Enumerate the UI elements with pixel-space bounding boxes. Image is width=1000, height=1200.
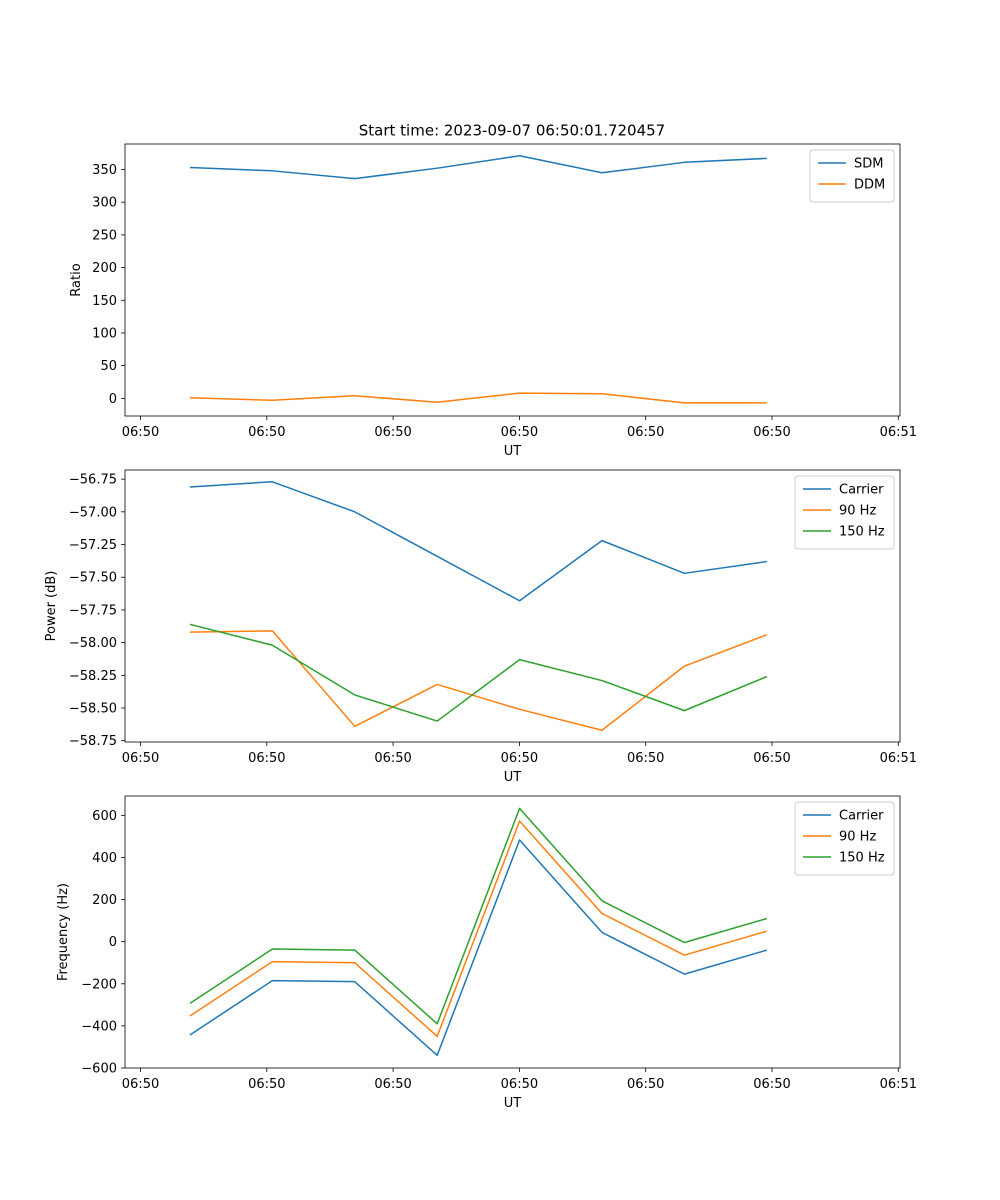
y-tick-label: −57.50 <box>69 571 117 586</box>
figure-title: Start time: 2023-09-07 06:50:01.720457 <box>359 122 665 140</box>
x-tick-label: 06:50 <box>627 425 664 440</box>
x-tick-label: 06:50 <box>248 425 285 440</box>
x-tick-label: 06:50 <box>753 425 790 440</box>
x-axis-label: UT <box>504 444 522 459</box>
y-tick-label: 200 <box>92 261 117 276</box>
x-tick-label: 06:51 <box>880 1077 917 1092</box>
x-tick-label: 06:50 <box>627 1077 664 1092</box>
legend-label: 150 Hz <box>839 525 885 540</box>
y-tick-label: 50 <box>100 359 117 374</box>
x-tick-label: 06:50 <box>501 751 538 766</box>
x-tick-label: 06:51 <box>880 751 917 766</box>
x-tick-label: 06:50 <box>122 1077 159 1092</box>
x-axis-label: UT <box>504 770 522 785</box>
y-tick-label: 250 <box>92 228 117 243</box>
y-tick-label: −57.00 <box>69 505 117 520</box>
x-tick-label: 06:50 <box>248 751 285 766</box>
series-line-carrier <box>189 481 767 602</box>
series-line-90-hz <box>189 820 768 1038</box>
y-tick-label: −400 <box>81 1019 117 1034</box>
y-tick-label: −600 <box>81 1062 117 1077</box>
x-axis-label: UT <box>504 1096 522 1111</box>
legend-label: 150 Hz <box>839 851 885 866</box>
y-tick-label: −57.75 <box>69 603 117 618</box>
legend: SDM DDM <box>809 149 895 203</box>
x-tick-label: 06:50 <box>122 751 159 766</box>
y-axis-label: Frequency (Hz) <box>56 883 71 981</box>
x-tick-label: 06:50 <box>753 1077 790 1092</box>
x-tick-label: 06:50 <box>501 1077 538 1092</box>
y-tick-label: 150 <box>92 294 117 309</box>
x-tick-label: 06:50 <box>374 425 411 440</box>
y-tick-label: 100 <box>92 326 117 341</box>
y-tick-label: 400 <box>92 851 117 866</box>
legend: Carrier 90 Hz 150 Hz <box>794 801 895 876</box>
subplot-3: 06:50 06:50 06:50 06:50 06:50 06:50 06:51 −600 −… <box>56 795 917 1111</box>
y-tick-label: 0 <box>109 392 117 407</box>
series-line-ddm <box>189 392 767 404</box>
y-tick-label: −58.00 <box>69 636 117 651</box>
series-line-150-hz <box>189 807 768 1025</box>
legend: Carrier 90 Hz 150 Hz <box>794 475 895 550</box>
x-tick-label: 06:50 <box>753 751 790 766</box>
legend-label: Carrier <box>839 483 884 498</box>
axes-frame <box>124 143 901 417</box>
x-tick-label: 06:50 <box>374 1077 411 1092</box>
x-tick-label: 06:50 <box>627 751 664 766</box>
plots: 06:50 06:50 06:50 06:50 06:50 06:50 06:51 0 50 10… <box>44 143 917 1111</box>
legend-label: SDM <box>854 157 883 172</box>
series-line-sdm <box>189 155 767 180</box>
series-line-90-hz <box>189 630 768 731</box>
y-tick-label: 200 <box>92 893 117 908</box>
x-tick-label: 06:50 <box>248 1077 285 1092</box>
legend-label: DDM <box>854 178 885 193</box>
axes-frame <box>124 795 901 1069</box>
y-tick-label: −56.75 <box>69 473 117 488</box>
subplot-1: 06:50 06:50 06:50 06:50 06:50 06:50 06:51 0 50 10… <box>69 143 917 459</box>
y-axis-label: Power (dB) <box>44 571 59 642</box>
y-tick-label: −58.25 <box>69 669 117 684</box>
x-tick-label: 06:50 <box>501 425 538 440</box>
y-tick-label: −58.75 <box>69 734 117 749</box>
legend-label: Carrier <box>839 809 884 824</box>
x-tick-label: 06:50 <box>374 751 411 766</box>
y-axis-label: Ratio <box>69 263 84 296</box>
x-tick-label: 06:50 <box>122 425 159 440</box>
subplot-2: 06:50 06:50 06:50 06:50 06:50 06:50 06:51 −58.7… <box>44 469 917 785</box>
y-tick-label: 600 <box>92 809 117 824</box>
y-tick-label: −57.25 <box>69 538 117 553</box>
x-tick-label: 06:51 <box>880 425 917 440</box>
axes-frame <box>124 469 901 743</box>
y-tick-label: 350 <box>92 163 117 178</box>
y-tick-label: −200 <box>81 977 117 992</box>
series-line-carrier <box>189 839 768 1057</box>
legend-label: 90 Hz <box>839 504 876 519</box>
series-line-150-hz <box>189 623 768 722</box>
y-tick-label: −58.50 <box>69 702 117 717</box>
legend-label: 90 Hz <box>839 830 876 845</box>
y-tick-label: 0 <box>109 935 117 950</box>
y-tick-label: 300 <box>92 196 117 211</box>
